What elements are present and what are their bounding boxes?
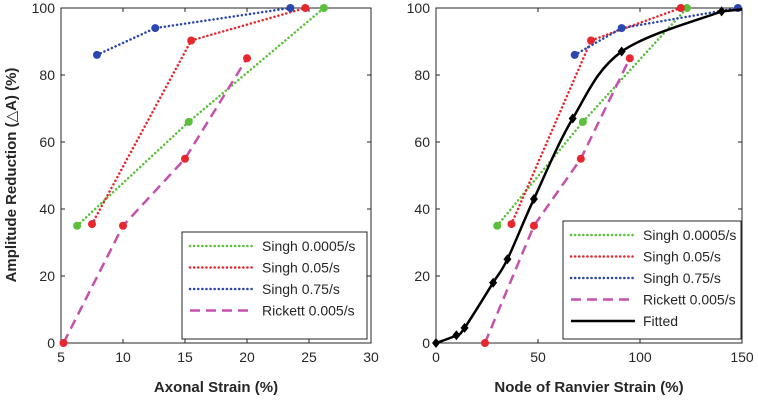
chart-right-y-tick-label: 0: [422, 335, 430, 351]
data-point-rickett-0-005-s: [59, 339, 68, 347]
chart-left-x-tick-label: 5: [57, 349, 65, 365]
series-line-singh-0-0005-s: [75, 6, 326, 227]
data-point-singh-0-75-s: [617, 24, 626, 33]
chart-left-series: [59, 4, 328, 347]
chart-right-y-tick-label: 20: [414, 268, 430, 284]
data-point-singh-0-05-s: [507, 220, 516, 229]
data-point-singh-0-75-s: [286, 4, 295, 12]
chart-left-x-tick-label: 10: [115, 349, 131, 365]
chart-left: 5 10 15 20 25 30 0 20 40 60 80 100 Axonal Strain (%…: [3, 0, 379, 396]
data-point-rickett-0-005-s: [625, 54, 634, 63]
chart-right-x-axis-label: Node of Ranvier Strain (%): [494, 379, 683, 396]
series-line-singh-0-75-s: [95, 6, 292, 57]
chart-right-legend: Singh 0.0005/s Singh 0.05/s Singh 0.75/s Ri…: [562, 220, 742, 340]
data-point-rickett-0-005-s: [480, 339, 489, 347]
data-point-singh-0-05-s: [587, 36, 596, 45]
chart-right-x-tick-label: 0: [432, 349, 440, 365]
series-line-rickett-0-005-s: [62, 57, 249, 344]
legend-label-singh-0-0005-s: Singh 0.0005/s: [643, 227, 736, 243]
legend-label-singh-0-0005-s: Singh 0.0005/s: [262, 238, 355, 254]
data-point-singh-0-0005-s: [73, 221, 82, 230]
chart-right-legend-box: [562, 220, 742, 340]
chart-left-y-tick-label: 80: [39, 67, 55, 83]
legend-label-rickett-0-005-s: Rickett 0.005/s: [262, 303, 355, 319]
chart-left-y-tick-label: 0: [47, 335, 55, 351]
chart-left-y-tick-label: 60: [39, 134, 55, 150]
chart-left-legend-box: [181, 231, 368, 340]
chart-right-x-tick-label: 150: [730, 349, 754, 365]
chart-left-y-tick-label: 100: [32, 0, 56, 16]
series-line-rickett-0-005-s: [483, 57, 631, 344]
data-point-singh-0-05-s: [301, 4, 310, 12]
chart-right-plot-area: [435, 7, 743, 344]
chart-left-x-tick-label: 30: [363, 349, 379, 365]
legend-label-singh-0-05-s: Singh 0.05/s: [262, 260, 340, 276]
data-point-singh-0-05-s: [676, 4, 685, 12]
data-point-fitted: [617, 46, 626, 57]
data-point-singh-0-75-s: [570, 50, 579, 59]
chart-left-legend: Singh 0.0005/s Singh 0.05/s Singh 0.75/s Ri…: [181, 231, 368, 340]
legend-label-rickett-0-005-s: Rickett 0.005/s: [643, 292, 736, 308]
chart-right-y-tick-label: 80: [414, 67, 430, 83]
legend-label-singh-0-75-s: Singh 0.75/s: [262, 281, 340, 297]
data-point-fitted: [489, 277, 498, 288]
chart-right: 0 50 100 150 0 20 40 60 80 100 Node of Ranvier St…: [407, 0, 754, 396]
data-point-fitted: [529, 193, 538, 204]
chart-left-x-axis-label: Axonal Strain (%): [154, 379, 278, 396]
chart-right-y-tick-label: 60: [414, 134, 430, 150]
data-point-rickett-0-005-s: [243, 54, 251, 63]
chart-right-y-tick-label: 40: [414, 201, 430, 217]
chart-left-x-tick-label: 20: [239, 349, 255, 365]
chart-left-plot-area: [60, 7, 372, 344]
data-point-singh-0-0005-s: [493, 221, 502, 230]
chart-left-y-tick-label: 20: [39, 268, 55, 284]
chart-right-x-tick-label: 100: [628, 349, 652, 365]
data-point-singh-0-05-s: [187, 36, 196, 45]
legend-label-singh-0-05-s: Singh 0.05/s: [643, 249, 721, 265]
data-point-fitted: [452, 330, 461, 341]
data-point-fitted: [568, 113, 577, 124]
data-point-singh-0-0005-s: [184, 117, 193, 126]
series-line-singh-0-05-s: [90, 6, 307, 226]
chart-left-y-axis-label: Amplitude Reduction (△A) (%): [3, 68, 20, 283]
data-point-rickett-0-005-s: [576, 154, 585, 163]
data-point-fitted: [432, 338, 440, 348]
data-point-singh-0-75-s: [92, 50, 101, 59]
legend-label-singh-0-75-s: Singh 0.75/s: [643, 270, 721, 286]
chart-right-x-tick-label: 50: [530, 349, 546, 365]
chart-right-series: [432, 4, 743, 348]
data-point-rickett-0-005-s: [119, 221, 127, 230]
chart-left-x-tick-label: 25: [301, 349, 317, 365]
chart-right-ticks: 0 50 100 150 0 20 40 60 80 100: [407, 0, 754, 365]
data-point-rickett-0-005-s: [181, 154, 189, 163]
data-point-rickett-0-005-s: [529, 221, 538, 230]
chart-left-y-tick-label: 40: [39, 201, 55, 217]
data-point-fitted: [460, 322, 469, 333]
data-point-singh-0-0005-s: [682, 4, 691, 12]
data-point-singh-0-75-s: [151, 24, 160, 33]
data-point-singh-0-0005-s: [319, 4, 328, 12]
data-point-singh-0-05-s: [88, 220, 96, 229]
chart-right-y-tick-label: 100: [407, 0, 431, 16]
legend-label-fitted: Fitted: [643, 313, 678, 329]
data-point-fitted: [503, 254, 512, 265]
data-point-singh-0-0005-s: [578, 117, 587, 126]
data-point-fitted: [717, 6, 726, 17]
chart-left-x-tick-label: 15: [177, 349, 193, 365]
